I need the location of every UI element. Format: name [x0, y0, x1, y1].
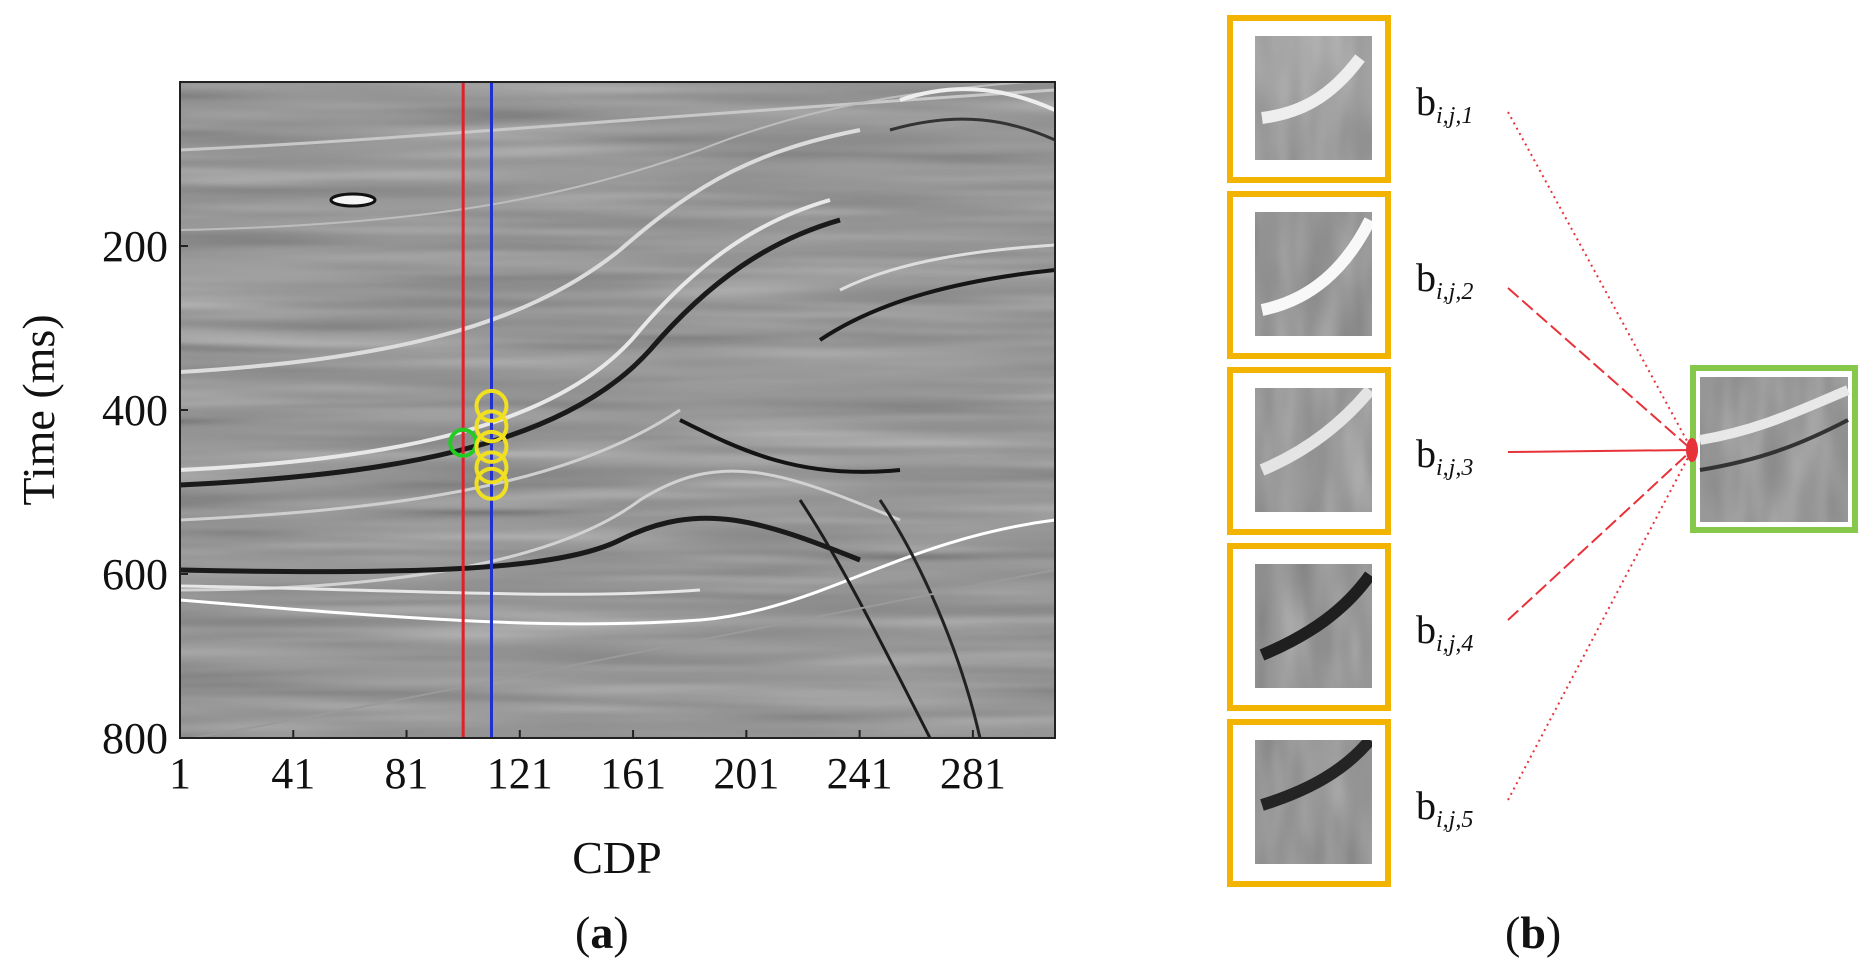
connector-line	[1507, 287, 1693, 451]
patch-reflector	[1260, 740, 1372, 811]
connector-line	[1507, 449, 1693, 801]
x-tick-label: 81	[385, 749, 429, 798]
patch-block	[1227, 15, 1391, 183]
y-tick-label: 200	[102, 222, 168, 271]
input-patch-blocks: bi,j,1 bi,j,2 bi,j,3 bi,j,4 bi,j,5	[1227, 15, 1473, 887]
x-axis-ticks: 1 41 81 121 161 201 241 281	[169, 730, 1006, 798]
block-label: bi,j,3	[1416, 431, 1473, 481]
block-label: bi,j,2	[1416, 255, 1473, 305]
yellow-marker	[474, 466, 509, 501]
y-tick-label: 400	[102, 386, 168, 435]
block-label: bi,j,5	[1416, 783, 1473, 833]
block-label: bi,j,1	[1416, 79, 1473, 129]
junction-node	[1686, 438, 1698, 462]
connector-line	[1507, 111, 1693, 451]
yellow-neighbor-markers	[474, 388, 509, 501]
patch-texture	[1255, 212, 1372, 336]
yellow-marker	[474, 388, 509, 423]
patch-block	[1227, 543, 1391, 711]
x-tick-label: 121	[487, 749, 553, 798]
panel-a-label: (a)	[575, 907, 629, 958]
patch-reflector	[1261, 54, 1365, 124]
output-patch-reflector	[1699, 385, 1850, 445]
patch-reflector	[1259, 388, 1372, 476]
yellow-marker	[474, 429, 509, 464]
patch-block	[1227, 367, 1391, 535]
seismic-reflectors	[180, 82, 1055, 738]
patch-block	[1227, 719, 1391, 887]
x-tick-label: 241	[827, 749, 893, 798]
patch-reflector	[1259, 571, 1372, 661]
y-tick-label: 800	[102, 714, 168, 763]
y-tick-label: 600	[102, 550, 168, 599]
block-label: bi,j,4	[1416, 607, 1473, 657]
y-axis-ticks: 200 400 600 800	[102, 222, 188, 763]
panel-b-patch-diagram: bi,j,1 bi,j,2 bi,j,3 bi,j,4 bi,j,5 (b)	[1227, 15, 1858, 958]
x-axis-label: CDP	[572, 832, 661, 883]
patch-reflector	[1260, 217, 1372, 316]
connector-line	[1507, 449, 1693, 453]
panel-a-seismic-section: 200 400 600 800 1 41 81 121 161 201 241 281 Time (…	[13, 81, 1056, 958]
seismic-texture	[180, 82, 1055, 738]
x-tick-label: 281	[940, 749, 1006, 798]
connector-line	[1507, 449, 1693, 621]
panel-b-label: (b)	[1505, 907, 1561, 958]
patch-block	[1227, 191, 1391, 359]
connector-lines	[1507, 111, 1693, 801]
output-patch-reflector-dark	[1699, 418, 1849, 472]
yellow-marker	[474, 409, 509, 444]
x-tick-label: 41	[271, 749, 315, 798]
yellow-marker	[474, 450, 509, 485]
x-tick-label: 1	[169, 749, 191, 798]
x-tick-label: 201	[713, 749, 779, 798]
output-patch	[1690, 365, 1858, 533]
y-axis-label: Time (ms)	[13, 314, 64, 505]
x-tick-label: 161	[600, 749, 666, 798]
